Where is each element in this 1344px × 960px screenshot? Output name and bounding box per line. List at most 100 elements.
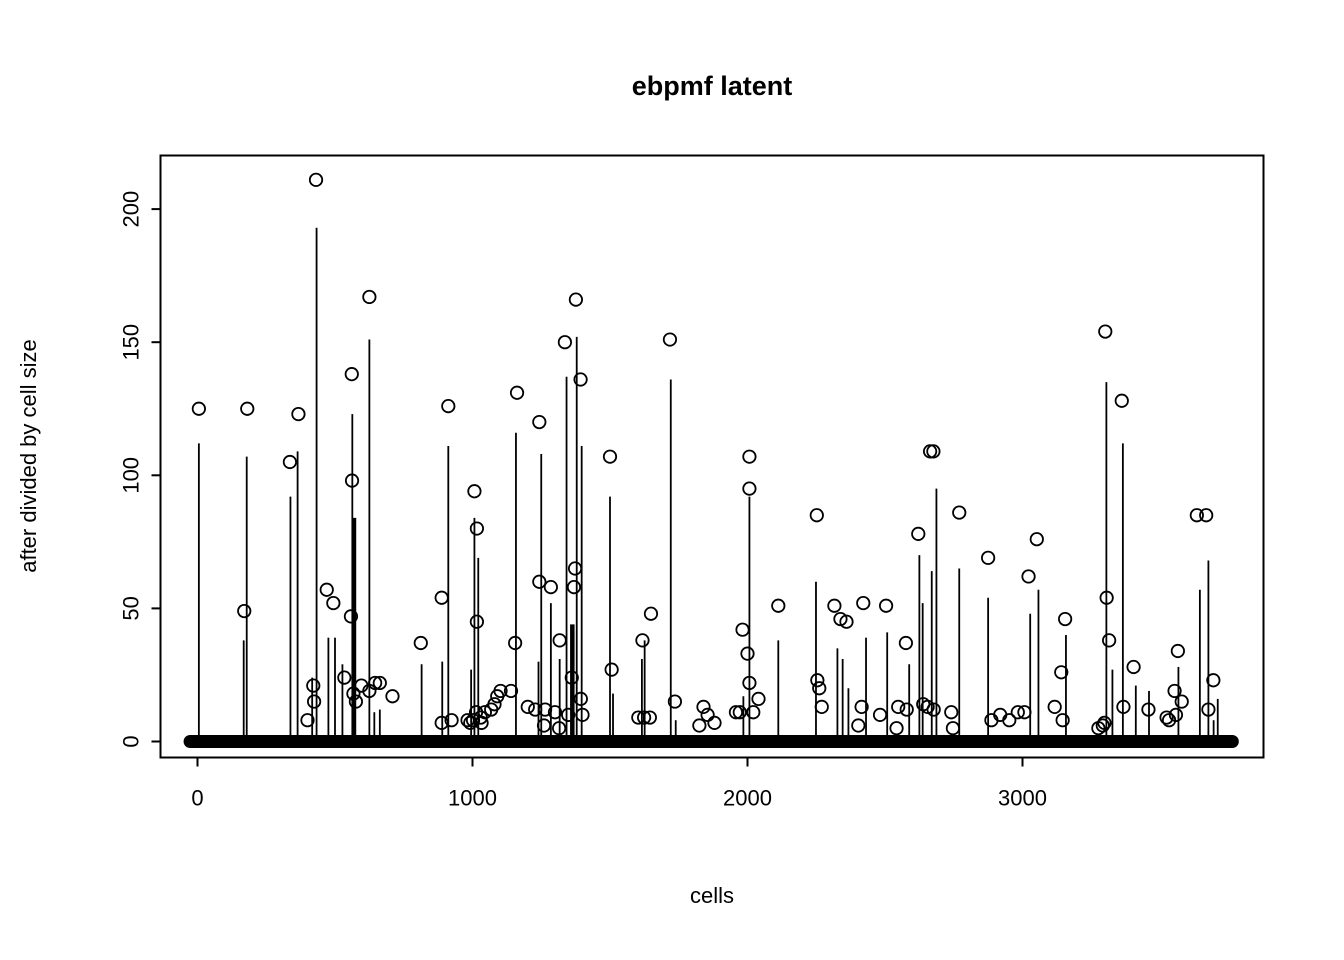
data-point-circle (1201, 702, 1216, 717)
data-point-circle (692, 718, 707, 733)
y-axis-ticks: 0 50 100 150 200 (119, 191, 161, 748)
data-point-circle (237, 603, 252, 619)
data-point-circle (742, 481, 757, 496)
data-point-circle (1168, 707, 1184, 722)
data-point-circle (503, 683, 519, 699)
data-point-circle (981, 550, 996, 565)
data-point-circle (604, 662, 619, 677)
data-point-circle (1010, 705, 1025, 720)
data-point-circle (362, 289, 377, 305)
data-point-circle (1021, 569, 1036, 584)
data-point-circle (728, 705, 744, 720)
data-point-circle (306, 678, 321, 693)
data-point-circle (493, 683, 508, 699)
data-point-circle (434, 590, 449, 605)
data-point-circle (441, 398, 456, 414)
data-point-circle (1126, 659, 1141, 675)
data-point-circle (1058, 611, 1073, 627)
data-point-circle (1199, 508, 1214, 523)
data-point-circle (1054, 665, 1069, 680)
data-point-circle (344, 367, 359, 382)
data-point-circle (854, 699, 869, 714)
data-point-circle (814, 699, 829, 714)
data-point-circle (573, 372, 588, 387)
y-tick-label: 0 (119, 735, 144, 747)
data-point-circle (575, 707, 590, 722)
data-point-circle (1102, 633, 1117, 648)
y-tick-label: 200 (119, 191, 144, 228)
stem-lines (197, 227, 1219, 742)
data-point-circle (344, 473, 360, 488)
data-point-circle (564, 670, 579, 685)
data-point-circle (368, 675, 383, 691)
data-point-circle (643, 606, 659, 621)
data-point-circle (742, 449, 757, 464)
data-point-circle (1116, 699, 1131, 714)
data-point-circle (346, 686, 361, 701)
data-point-circle (348, 694, 363, 709)
data-point-circle (944, 705, 959, 720)
data-point-circle (413, 635, 428, 651)
data-point-circle (827, 598, 842, 613)
data-point-circle (771, 598, 786, 613)
data-point-circle (952, 505, 967, 520)
data-point-circle (1167, 683, 1182, 699)
data-point-circle (487, 697, 502, 712)
data-point-circle (337, 670, 352, 685)
data-point-circle (528, 702, 543, 717)
data-point-circle (326, 595, 341, 611)
data-point-circle (1029, 532, 1044, 547)
data-point-circle (567, 561, 583, 576)
plot-box-border (159, 154, 1265, 759)
data-point-circle (343, 609, 359, 624)
data-point-circle (532, 574, 547, 589)
data-point-circle (740, 646, 755, 661)
data-point-circle (508, 635, 523, 651)
data-point-circle (1098, 324, 1113, 339)
data-point-circle (732, 705, 747, 720)
x-axis-ticks: 0 1000 2000 3000 (191, 757, 1047, 811)
data-point-circle (300, 713, 315, 728)
data-point-circle (851, 718, 866, 733)
data-point-circle (444, 713, 459, 728)
data-point-circle (856, 595, 871, 611)
data-point-circle (520, 699, 535, 714)
data-point-circle (536, 718, 552, 733)
y-tick-label: 100 (119, 457, 144, 494)
data-point-circle (537, 702, 553, 717)
data-point-circle (469, 614, 484, 629)
data-point-circle (1017, 705, 1032, 720)
data-point-circle (839, 614, 854, 629)
data-point-circle (319, 582, 334, 597)
x-tick-label: 2000 (723, 786, 772, 811)
data-point-circle (636, 710, 652, 725)
data-point-circle (240, 401, 255, 416)
data-point-circle (1055, 713, 1070, 728)
data-point-circle (809, 508, 824, 523)
y-tick-label: 50 (119, 596, 144, 620)
data-point-circle (465, 713, 481, 728)
data-point-circle (742, 675, 757, 691)
data-point-circle (385, 689, 400, 704)
data-point-circle (1170, 643, 1185, 659)
data-point-circle (751, 691, 766, 707)
data-point-circle (635, 633, 650, 648)
data-point-circle (898, 635, 914, 651)
data-point-circle (700, 707, 715, 722)
data-point-circle (696, 699, 711, 714)
data-point-circle (568, 292, 584, 307)
data-point-circle (642, 710, 657, 725)
data-point-circle (872, 707, 888, 722)
data-point-circle (509, 385, 525, 400)
data-point-circle (1189, 508, 1204, 523)
data-point-circle (945, 721, 961, 736)
data-point-circle (467, 484, 482, 499)
data-point-circle (1114, 393, 1129, 408)
data-point-circle (434, 715, 449, 730)
data-point-circle (707, 715, 722, 730)
data-point-circle (1097, 715, 1112, 730)
data-point-circle (926, 702, 941, 717)
x-tick-label: 0 (191, 786, 203, 811)
data-point-circle (469, 521, 484, 536)
